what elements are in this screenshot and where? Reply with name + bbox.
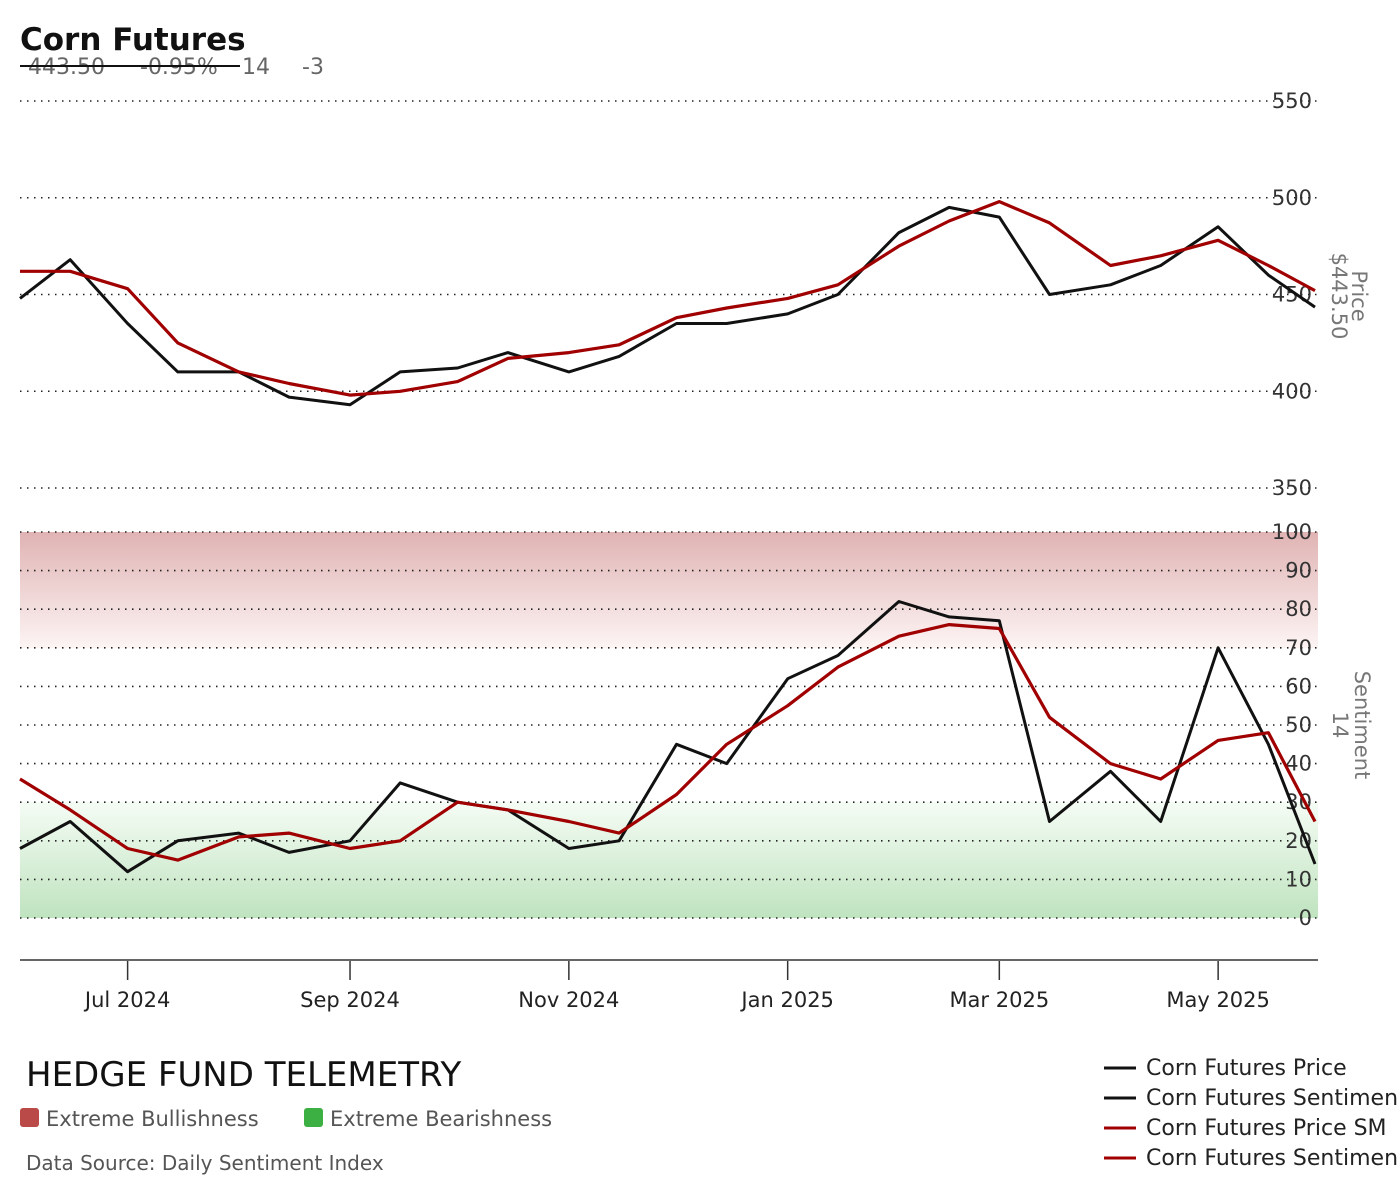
x-axis: Jul 2024 Sep 2024 Nov 2024 Jan 2025 Mar 2025… <box>83 961 1270 1012</box>
price-series-group <box>19 200 1316 407</box>
sentiment-tick-label: 10 <box>1285 867 1312 891</box>
brand-title: HEDGE FUND TELEMETRY <box>26 1055 461 1095</box>
x-tick-label: Jan 2025 <box>739 988 834 1012</box>
x-tick-label: Sep 2024 <box>300 988 400 1012</box>
price-tick-label: 500 <box>1272 186 1312 210</box>
legend: Corn Futures Price Corn Futures Sentimen… <box>1104 1056 1398 1171</box>
price-sma-line <box>20 200 1316 397</box>
price-change: -0.95% <box>140 55 218 80</box>
sentiment-tick-label: 80 <box>1285 597 1312 621</box>
sentiment-line <box>19 600 1317 874</box>
price-axis-value: $443.50 <box>1327 253 1351 340</box>
sentiment-tick-label: 70 <box>1285 636 1312 660</box>
extreme-bearish-zone <box>20 802 1318 918</box>
sentiment-tick-label: 0 <box>1299 906 1312 930</box>
sentiment-axis-label: Sentiment <box>1350 671 1374 780</box>
extreme-bearish-swatch <box>304 1108 323 1127</box>
extreme-bearish-label: Extreme Bearishness <box>330 1107 552 1131</box>
chart-title: Corn Futures <box>20 22 246 58</box>
x-tick-label: Jul 2024 <box>83 988 170 1012</box>
sentiment-sma-line <box>19 622 1317 862</box>
legend-price-label: Corn Futures Price <box>1146 1056 1347 1081</box>
sentiment-axis-value-label: 14 <box>1328 712 1352 739</box>
legend-sentiment-sma-label: Corn Futures Sentimen <box>1146 1146 1398 1171</box>
sentiment-tick-label: 100 <box>1272 520 1312 544</box>
price-tick-label: 350 <box>1272 476 1312 500</box>
extreme-bullish-zone <box>20 532 1318 648</box>
price-axis-label: Price <box>1347 270 1371 321</box>
price-line <box>19 205 1316 407</box>
sentiment-tick-label: 50 <box>1285 713 1312 737</box>
legend-price-sma-label: Corn Futures Price SM <box>1146 1116 1387 1141</box>
data-source: Data Source: Daily Sentiment Index <box>26 1151 384 1175</box>
sentiment-axis-title: Sentiment <box>1350 671 1374 780</box>
extreme-bullish-swatch <box>20 1108 39 1127</box>
x-tick-label: May 2025 <box>1166 988 1270 1012</box>
price-axis-value-label: $443.50 <box>1327 253 1351 340</box>
sentiment-tick-label: 60 <box>1285 674 1312 698</box>
sentiment-value: 14 <box>242 55 270 80</box>
sentiment-change: -3 <box>302 55 324 80</box>
sentiment-axis-value: 14 <box>1328 712 1352 739</box>
sentiment-series-group <box>19 600 1317 874</box>
extreme-bullish-label: Extreme Bullishness <box>46 1107 259 1131</box>
price-value: 443.50 <box>28 55 105 80</box>
price-tick-label: 400 <box>1272 379 1312 403</box>
x-tick-label: Mar 2025 <box>949 988 1049 1012</box>
price-axis-title: Price <box>1347 270 1371 321</box>
price-tick-label: 550 <box>1272 89 1312 113</box>
sentiment-tick-label: 90 <box>1285 559 1312 583</box>
x-tick-label: Nov 2024 <box>518 988 619 1012</box>
legend-sentiment-label: Corn Futures Sentimen <box>1146 1086 1398 1111</box>
